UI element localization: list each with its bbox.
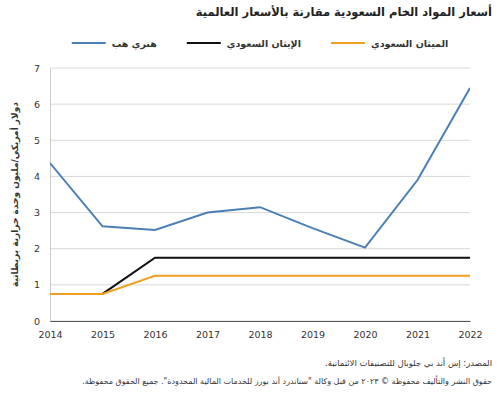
x-axis-line bbox=[51, 321, 471, 322]
y-tick-label: 2 bbox=[34, 243, 40, 254]
grid-line bbox=[50, 140, 470, 141]
grid-line bbox=[50, 248, 470, 249]
y-tick-label: 6 bbox=[34, 99, 40, 110]
x-tick-label: 2014 bbox=[38, 329, 62, 340]
legend-item: الإيثان السعودي bbox=[187, 38, 301, 50]
y-tick: 4 bbox=[34, 171, 50, 182]
y-tick: 2 bbox=[34, 243, 50, 254]
y-tick: 0 bbox=[34, 316, 50, 327]
x-tick: 2019 bbox=[301, 321, 325, 340]
grid-line bbox=[50, 104, 470, 105]
x-tick: 2018 bbox=[248, 321, 272, 340]
x-tick: 2022 bbox=[458, 321, 482, 340]
grid-line bbox=[50, 68, 470, 69]
x-tick-label: 2017 bbox=[196, 329, 220, 340]
x-tick-label: 2015 bbox=[91, 329, 115, 340]
legend-label: الإيثان السعودي bbox=[227, 38, 301, 50]
legend-swatch bbox=[187, 42, 221, 44]
legend-swatch bbox=[331, 42, 365, 44]
series-line bbox=[50, 276, 470, 294]
y-axis: 0 1 2 3 4 5 6 7 bbox=[34, 63, 51, 327]
y-tick-label: 0 bbox=[34, 316, 40, 327]
legend-label: هنري هب bbox=[112, 38, 157, 50]
x-tick: 2014 bbox=[38, 321, 62, 340]
source: المصدر: إس أند بي جلوبال للتصنيفات الائت… bbox=[325, 357, 492, 369]
copyright: حقوق النشر والتأليف محفوظة © ٢٠٢٣ من قبل… bbox=[82, 375, 492, 386]
legend-swatch bbox=[72, 42, 106, 44]
x-tick: 2015 bbox=[91, 321, 115, 340]
legend-item: هنري هب bbox=[72, 38, 157, 50]
series-line bbox=[50, 88, 470, 248]
y-tick: 1 bbox=[34, 279, 50, 290]
y-tick: 7 bbox=[34, 63, 50, 74]
y-tick-label: 5 bbox=[34, 135, 40, 146]
x-tick-label: 2021 bbox=[406, 329, 430, 340]
y-tick-label: 3 bbox=[34, 207, 40, 218]
x-tick: 2020 bbox=[353, 321, 377, 340]
x-tick-label: 2020 bbox=[353, 329, 377, 340]
x-tick: 2017 bbox=[196, 321, 220, 340]
legend: هنري هب الإيثان السعودي الميثان السعودي bbox=[72, 38, 449, 50]
y-axis-title: دولار أمريكي/مليون وحدة حرارية بريطانية bbox=[9, 102, 21, 287]
legend-item: الميثان السعودي bbox=[331, 38, 448, 50]
grid-line bbox=[50, 176, 470, 177]
y-tick-label: 7 bbox=[34, 63, 40, 74]
x-axis: 2014 2015 2016 2017 2018 2019 2020 2021 2022 bbox=[38, 321, 482, 340]
grid-line bbox=[50, 284, 470, 285]
y-tick: 5 bbox=[34, 135, 50, 146]
x-tick-label: 2022 bbox=[458, 329, 482, 340]
grid-line bbox=[50, 321, 470, 322]
x-tick: 2021 bbox=[406, 321, 430, 340]
x-tick-label: 2019 bbox=[301, 329, 325, 340]
y-tick: 3 bbox=[34, 207, 50, 218]
y-tick: 6 bbox=[34, 99, 50, 110]
grid-line bbox=[50, 212, 470, 213]
x-tick: 2016 bbox=[143, 321, 167, 340]
legend-label: الميثان السعودي bbox=[371, 38, 448, 50]
series-line bbox=[50, 258, 470, 294]
x-tick-label: 2016 bbox=[143, 329, 167, 340]
lines bbox=[50, 88, 470, 294]
y-axis-line bbox=[50, 69, 51, 322]
x-tick-label: 2018 bbox=[248, 329, 272, 340]
grid bbox=[50, 68, 470, 321]
title: أسعار المواد الخام السعودية مقارنة بالأس… bbox=[196, 4, 492, 20]
y-tick-label: 4 bbox=[34, 171, 40, 182]
chart: أسعار المواد الخام السعودية مقارنة بالأس… bbox=[0, 0, 500, 397]
y-tick-label: 1 bbox=[34, 279, 40, 290]
